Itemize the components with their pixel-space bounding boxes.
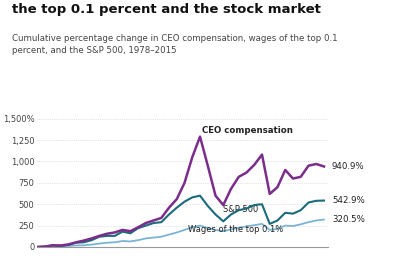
Text: the top 0.1 percent and the stock market: the top 0.1 percent and the stock market [12, 3, 321, 16]
Text: S&P 500: S&P 500 [223, 205, 259, 214]
Text: 542.9%: 542.9% [332, 196, 365, 205]
Text: 320.5%: 320.5% [332, 215, 365, 224]
Text: 940.9%: 940.9% [332, 162, 365, 171]
Text: Wages of the top 0.1%: Wages of the top 0.1% [188, 225, 284, 234]
Text: Cumulative percentage change in CEO compensation, wages of the top 0.1
percent, : Cumulative percentage change in CEO comp… [12, 34, 338, 55]
Text: CEO compensation: CEO compensation [202, 126, 293, 135]
